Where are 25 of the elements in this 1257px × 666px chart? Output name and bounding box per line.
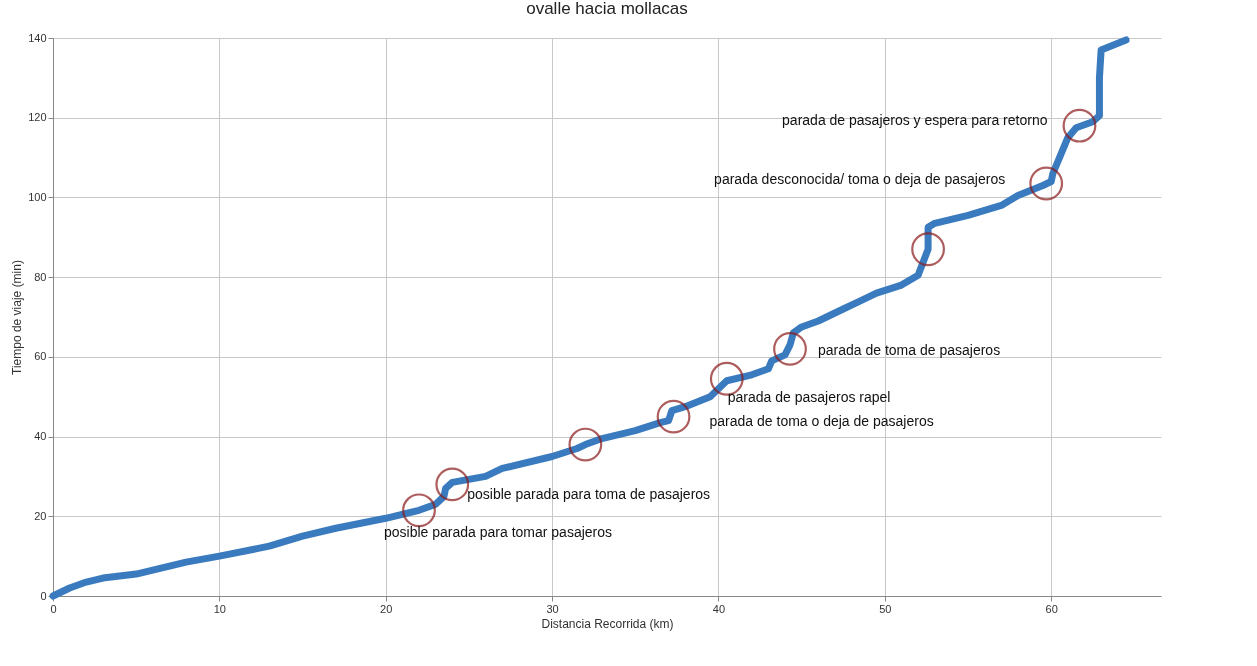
y-tick-label: 100 [28, 190, 47, 203]
y-axis-title: Tiempo de viaje (min) [10, 260, 25, 375]
annotation: parada de pasajeros rapel [727, 388, 891, 405]
x-tick-label: 40 [712, 602, 726, 615]
annotation: parada de pasajeros y espera para retorno [782, 111, 1048, 128]
y-tick-label: 20 [34, 509, 47, 522]
y-tick-label: 60 [34, 350, 47, 363]
x-tick-label: 0 [50, 602, 57, 615]
y-tick-label: 40 [34, 430, 47, 443]
x-tick-label: 10 [213, 602, 226, 615]
x-tick-label: 50 [879, 602, 892, 615]
annotation: parada desconocida/ toma o deja de pasajeros [714, 171, 1006, 188]
annotation: parada de toma o deja de pasajeros [709, 412, 934, 429]
y-tick-label: 0 [40, 589, 47, 602]
y-tick-label: 80 [34, 270, 47, 283]
y-tick-label: 120 [28, 111, 47, 124]
annotation: posible parada para tomar pasajeros [384, 524, 613, 541]
x-tick-label: 60 [1045, 602, 1058, 615]
annotation: parada de toma de pasajeros [818, 341, 1001, 358]
x-tick-label: 20 [380, 602, 393, 615]
annotation: posible parada para toma de pasajeros [467, 486, 711, 503]
x-tick-label: 30 [546, 602, 559, 615]
x-axis-title: Distancia Recorrida (km) [541, 616, 674, 631]
chart-title: ovalle hacia mollacas [526, 0, 688, 18]
y-tick-label: 140 [28, 31, 47, 44]
